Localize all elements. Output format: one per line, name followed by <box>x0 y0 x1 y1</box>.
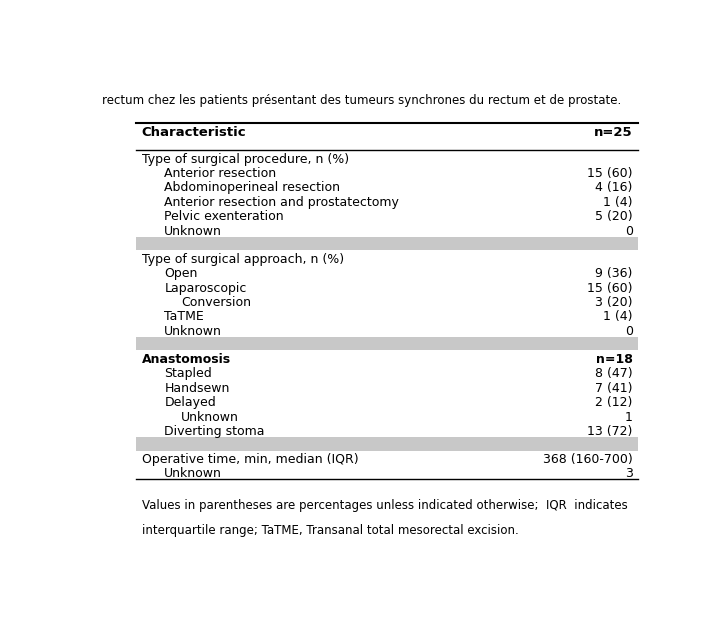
Text: Stapled: Stapled <box>165 367 212 380</box>
Bar <box>136 437 638 450</box>
Text: Anastomosis: Anastomosis <box>142 353 231 366</box>
Text: Operative time, min, median (IQR): Operative time, min, median (IQR) <box>142 453 358 466</box>
Text: Diverting stoma: Diverting stoma <box>165 425 265 438</box>
Text: Unknown: Unknown <box>165 468 222 480</box>
Text: Unknown: Unknown <box>181 410 239 424</box>
Text: 3: 3 <box>625 468 633 480</box>
Text: 1: 1 <box>625 410 633 424</box>
Text: 1 (4): 1 (4) <box>603 196 633 209</box>
Text: Unknown: Unknown <box>165 225 222 238</box>
Text: Unknown: Unknown <box>165 325 222 338</box>
Text: 3 (20): 3 (20) <box>595 296 633 309</box>
Text: n=25: n=25 <box>594 126 633 138</box>
Text: Open: Open <box>165 267 198 280</box>
Text: Delayed: Delayed <box>165 396 216 409</box>
Text: 8 (47): 8 (47) <box>595 367 633 380</box>
Text: Type of surgical procedure, n (%): Type of surgical procedure, n (%) <box>142 152 349 166</box>
Text: 0: 0 <box>625 325 633 338</box>
Text: 0: 0 <box>625 225 633 238</box>
Text: 13 (72): 13 (72) <box>587 425 633 438</box>
Text: 15 (60): 15 (60) <box>587 167 633 180</box>
Text: Laparoscopic: Laparoscopic <box>165 281 247 295</box>
Text: 2 (12): 2 (12) <box>596 396 633 409</box>
Text: n=18: n=18 <box>596 353 633 366</box>
Text: Anterior resection: Anterior resection <box>165 167 277 180</box>
Text: Anterior resection and prostatectomy: Anterior resection and prostatectomy <box>165 196 399 209</box>
Text: 15 (60): 15 (60) <box>587 281 633 295</box>
Text: 5 (20): 5 (20) <box>595 211 633 223</box>
Text: Values in parentheses are percentages unless indicated otherwise;  IQR  indicate: Values in parentheses are percentages un… <box>142 499 628 512</box>
Text: interquartile range; TaTME, Transanal total mesorectal excision.: interquartile range; TaTME, Transanal to… <box>142 524 518 537</box>
Bar <box>136 237 638 250</box>
Text: 4 (16): 4 (16) <box>596 181 633 195</box>
Text: rectum chez les patients présentant des tumeurs synchrones du rectum et de prost: rectum chez les patients présentant des … <box>102 94 622 107</box>
Text: Conversion: Conversion <box>181 296 251 309</box>
Text: Pelvic exenteration: Pelvic exenteration <box>165 211 284 223</box>
Text: Handsewn: Handsewn <box>165 382 230 395</box>
Text: 1 (4): 1 (4) <box>603 311 633 323</box>
Bar <box>136 337 638 350</box>
Text: Type of surgical approach, n (%): Type of surgical approach, n (%) <box>142 253 344 266</box>
Text: Characteristic: Characteristic <box>142 126 246 138</box>
Text: 368 (160-700): 368 (160-700) <box>543 453 633 466</box>
Text: 7 (41): 7 (41) <box>595 382 633 395</box>
Text: TaTME: TaTME <box>165 311 204 323</box>
Text: 9 (36): 9 (36) <box>596 267 633 280</box>
Text: Abdominoperineal resection: Abdominoperineal resection <box>165 181 341 195</box>
